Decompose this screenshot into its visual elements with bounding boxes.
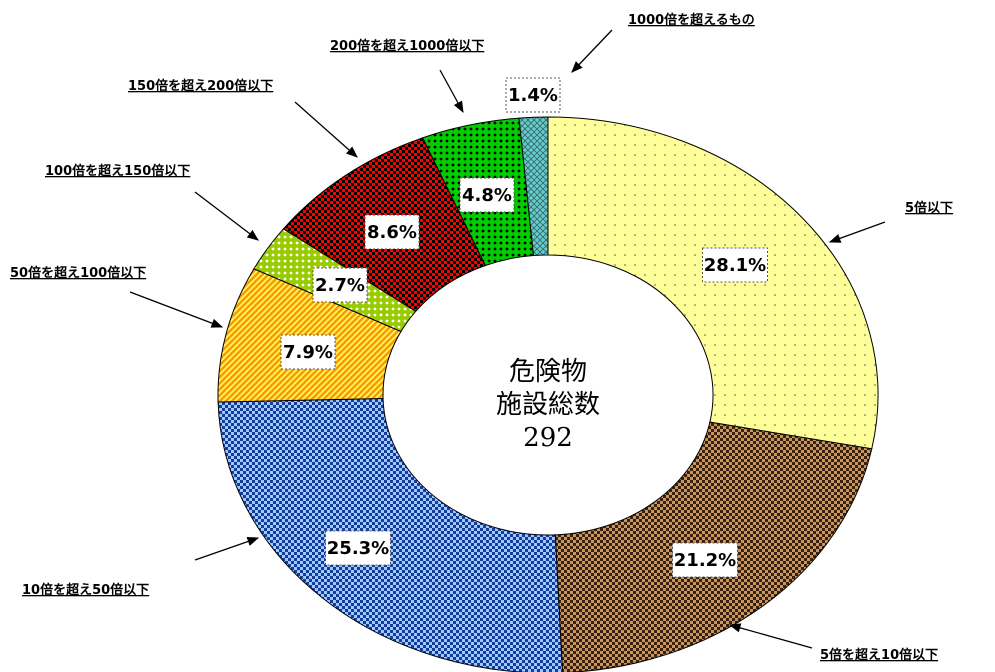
leader-arrow xyxy=(294,101,358,158)
leader-arrow xyxy=(129,291,224,328)
center-label: 危険物 xyxy=(509,357,587,387)
leader-arrow xyxy=(728,623,813,649)
value-label-box xyxy=(459,177,515,213)
category-label: 150倍を超え200倍以下 xyxy=(128,78,273,94)
value-label-group: 28.1% xyxy=(702,247,768,283)
category-label: 5倍以下 xyxy=(905,200,953,216)
value-label: 1.4% xyxy=(508,85,558,106)
category-label: 50倍を超え100倍以下 xyxy=(10,265,146,281)
donut-slice xyxy=(518,116,549,257)
value-label-box xyxy=(325,530,391,566)
leader-arrow xyxy=(194,191,259,241)
value-label: 8.6% xyxy=(367,222,417,243)
value-label: 4.8% xyxy=(462,185,512,206)
value-label-group: 7.9% xyxy=(280,334,336,370)
value-label-group: 4.8% xyxy=(459,177,515,213)
leader-arrow xyxy=(439,69,464,114)
category-label: 1000倍を超えるもの xyxy=(628,12,755,28)
value-label-box xyxy=(280,334,336,370)
value-label-box xyxy=(702,247,768,283)
value-label-group: 2.7% xyxy=(312,267,368,303)
category-label: 5倍を超え10倍以下 xyxy=(820,647,938,663)
value-label-box xyxy=(312,267,368,303)
value-label: 2.7% xyxy=(315,275,365,296)
value-label-group: 25.3% xyxy=(325,530,391,566)
value-label: 25.3% xyxy=(327,538,389,559)
value-label-group: 1.4% xyxy=(505,77,561,113)
donut-slice xyxy=(547,116,879,450)
category-label: 200倍を超え1000倍以下 xyxy=(330,38,484,54)
leader-arrow xyxy=(828,221,886,243)
category-label: 10倍を超え50倍以下 xyxy=(22,582,149,598)
leader-arrow xyxy=(571,29,613,73)
center-total: 292 xyxy=(523,423,573,453)
value-label: 7.9% xyxy=(283,342,333,363)
value-label-group: 21.2% xyxy=(672,542,738,578)
value-label: 28.1% xyxy=(704,255,766,276)
center-label: 施設総数 xyxy=(496,390,600,420)
value-label-box xyxy=(364,214,420,250)
value-label: 21.2% xyxy=(674,550,736,571)
value-label-box xyxy=(672,542,738,578)
value-label-group: 8.6% xyxy=(364,214,420,250)
value-label-box xyxy=(505,77,561,113)
leader-arrow xyxy=(194,537,260,561)
category-label: 100倍を超え150倍以下 xyxy=(45,163,190,179)
